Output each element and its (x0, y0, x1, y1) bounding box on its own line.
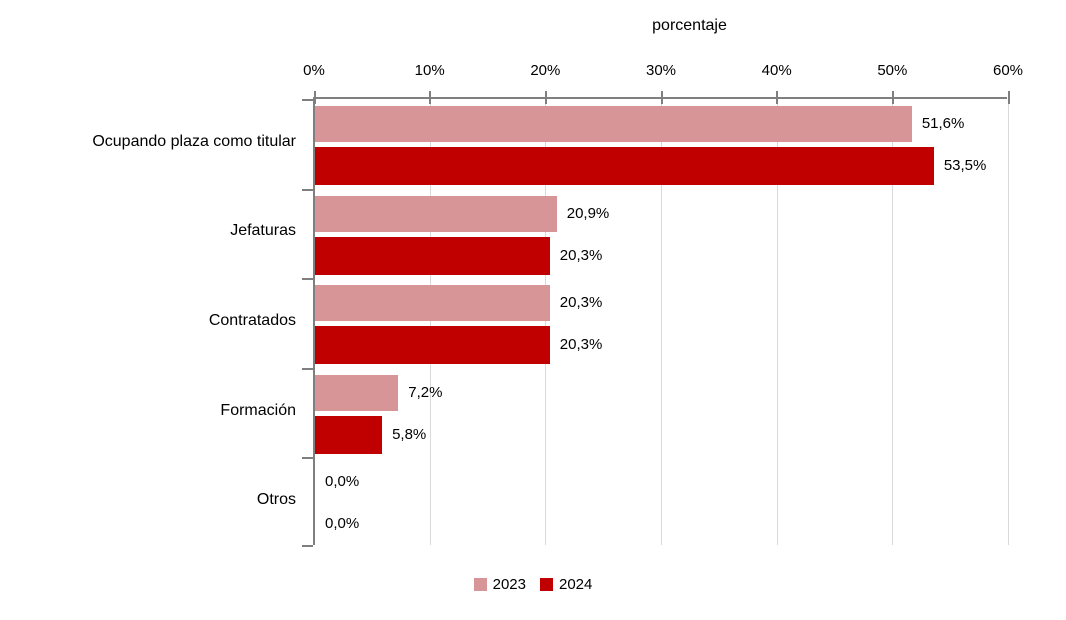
category-axis-tick (302, 278, 313, 281)
data-label: 0,0% (325, 515, 360, 533)
category-row: 20,9% 20,3% (315, 189, 1007, 279)
category-label: Otros (256, 491, 296, 509)
category-axis-tick (302, 99, 313, 101)
data-label: 51,6% (921, 115, 965, 132)
value-axis-tick-label: 60% (992, 62, 1024, 79)
data-label: 5,8% (392, 425, 427, 443)
legend-label: 2023 (492, 576, 526, 593)
category-label: Ocupando plaza como titular (92, 132, 296, 150)
data-label: 53,5% (943, 157, 987, 174)
value-axis-tick (1007, 91, 1010, 104)
bar-2024 (315, 147, 934, 185)
plot-area: 0% 10% 20% 30% 40% 50% 60% 51,6% 53,5% 20,9% 20,3%… (302, 62, 1023, 547)
value-axis-tick-label: 20% (530, 62, 561, 79)
bar-2023 (315, 374, 399, 411)
category-row: 0,0% 0,0% (315, 457, 1007, 547)
category-row: 7,2% 5,8% (315, 368, 1007, 458)
category-label: Formación (220, 401, 296, 419)
bar-2023 (315, 195, 557, 232)
bar-2024 (315, 415, 383, 454)
value-axis-tick (891, 91, 894, 104)
category-label: Jefaturas (230, 222, 296, 240)
data-label: 20,3% (559, 246, 603, 264)
data-label: 20,3% (559, 294, 603, 312)
gridline (661, 99, 662, 545)
legend-swatch (473, 578, 487, 591)
category-label: Contratados (208, 311, 296, 329)
gridline (892, 99, 894, 545)
category-axis-tick (302, 367, 313, 370)
legend-swatch (540, 578, 553, 591)
value-axis-tick (776, 91, 779, 104)
gridline (429, 99, 431, 545)
category-axis-tick (302, 457, 313, 460)
legend-item-2023: 2023 (473, 576, 526, 593)
gridline (545, 99, 547, 545)
value-axis-tick (660, 91, 663, 104)
value-axis-tick-label: 0% (303, 62, 325, 79)
bar-2023 (315, 106, 912, 142)
category-axis-tick (302, 545, 313, 547)
value-axis-tick-label: 30% (645, 62, 677, 79)
category-axis-tick (302, 188, 313, 191)
value-axis-tick (429, 91, 432, 104)
legend-item-2024: 2024 (540, 576, 592, 593)
value-axis-tick-label: 50% (877, 62, 908, 79)
value-axis-tick-label: 40% (761, 62, 792, 79)
gridline (776, 99, 778, 545)
value-axis-tick (544, 91, 547, 104)
legend: 2023 2024 (0, 576, 1066, 593)
legend-label: 2024 (559, 576, 593, 593)
value-axis-tick (313, 91, 316, 104)
data-label: 20,3% (559, 336, 603, 354)
value-axis-tick-label: 10% (414, 62, 445, 79)
bar-2024 (315, 326, 550, 365)
gridline (1008, 99, 1009, 545)
data-label: 7,2% (408, 383, 443, 401)
data-label: 20,9% (566, 204, 610, 222)
data-label: 0,0% (325, 473, 360, 491)
category-row: 51,6% 53,5% (315, 99, 1007, 189)
category-row: 20,3% 20,3% (315, 278, 1007, 368)
bar-2023 (315, 285, 550, 322)
bar-2024 (315, 236, 550, 275)
axis-title: porcentaje (652, 17, 727, 34)
